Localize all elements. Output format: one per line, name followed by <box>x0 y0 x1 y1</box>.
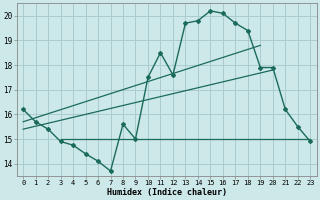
X-axis label: Humidex (Indice chaleur): Humidex (Indice chaleur) <box>107 188 227 197</box>
